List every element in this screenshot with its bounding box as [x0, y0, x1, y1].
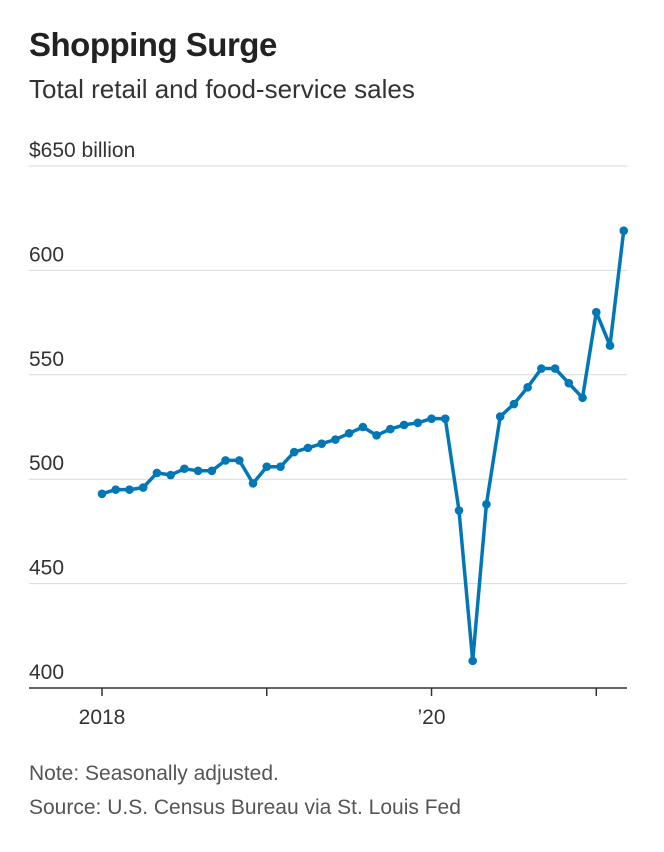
x-tick-label: ’20: [418, 706, 446, 729]
series-layer: [97, 226, 629, 666]
data-point: [578, 393, 587, 403]
data-point: [331, 435, 340, 444]
data-point: [495, 412, 505, 421]
data-point: [111, 485, 121, 494]
data-point: [97, 489, 107, 499]
data-point: [221, 456, 230, 465]
data-point: [289, 447, 299, 457]
line-chart: $650 billion 600 550 500 450 400 2018 ’20: [29, 139, 629, 729]
data-point: [537, 364, 546, 373]
data-point: [509, 399, 519, 409]
data-point: [413, 418, 423, 428]
y-tick-label: 550: [29, 348, 64, 371]
chart-note: Note: Seasonally adjusted.: [29, 762, 279, 785]
data-point: [344, 428, 354, 438]
data-point: [276, 462, 285, 471]
y-tick-label: $650 billion: [29, 139, 135, 162]
data-point: [591, 307, 601, 317]
y-tick-label: 450: [29, 557, 64, 580]
data-point: [468, 656, 478, 666]
data-point: [550, 364, 560, 373]
y-tick-label: 400: [29, 661, 64, 684]
data-point: [262, 462, 272, 471]
data-point: [482, 499, 491, 509]
data-point: [152, 468, 162, 478]
data-point: [317, 439, 326, 449]
data-point: [303, 443, 313, 453]
data-point: [180, 464, 189, 474]
data-point: [193, 466, 203, 476]
chart-subtitle: Total retail and food-service sales: [29, 74, 415, 104]
y-tick-label: 600: [29, 243, 64, 266]
series-line: [100, 228, 626, 663]
data-point: [235, 456, 244, 465]
data-point: [399, 420, 409, 430]
gridlines: [29, 165, 627, 585]
data-point: [248, 479, 258, 488]
data-point: [440, 414, 450, 423]
data-point: [605, 341, 615, 350]
data-point: [619, 226, 629, 236]
x-tick-label: 2018: [79, 706, 126, 729]
data-point: [427, 414, 436, 423]
data-point: [454, 506, 464, 515]
data-point: [125, 485, 134, 494]
y-axis-labels: $650 billion 600 550 500 450 400: [29, 139, 135, 684]
data-point: [166, 470, 175, 480]
x-axis: 2018 ’20: [29, 687, 627, 729]
data-point: [386, 424, 395, 434]
chart-source: Source: U.S. Census Bureau via St. Louis…: [29, 796, 461, 819]
data-point: [138, 483, 148, 492]
data-point: [523, 383, 532, 392]
data-point: [564, 378, 574, 388]
data-point: [372, 431, 381, 440]
data-point: [358, 422, 368, 432]
y-tick-label: 500: [29, 452, 64, 475]
data-point: [207, 466, 217, 476]
chart-title: Shopping Surge: [29, 26, 277, 63]
